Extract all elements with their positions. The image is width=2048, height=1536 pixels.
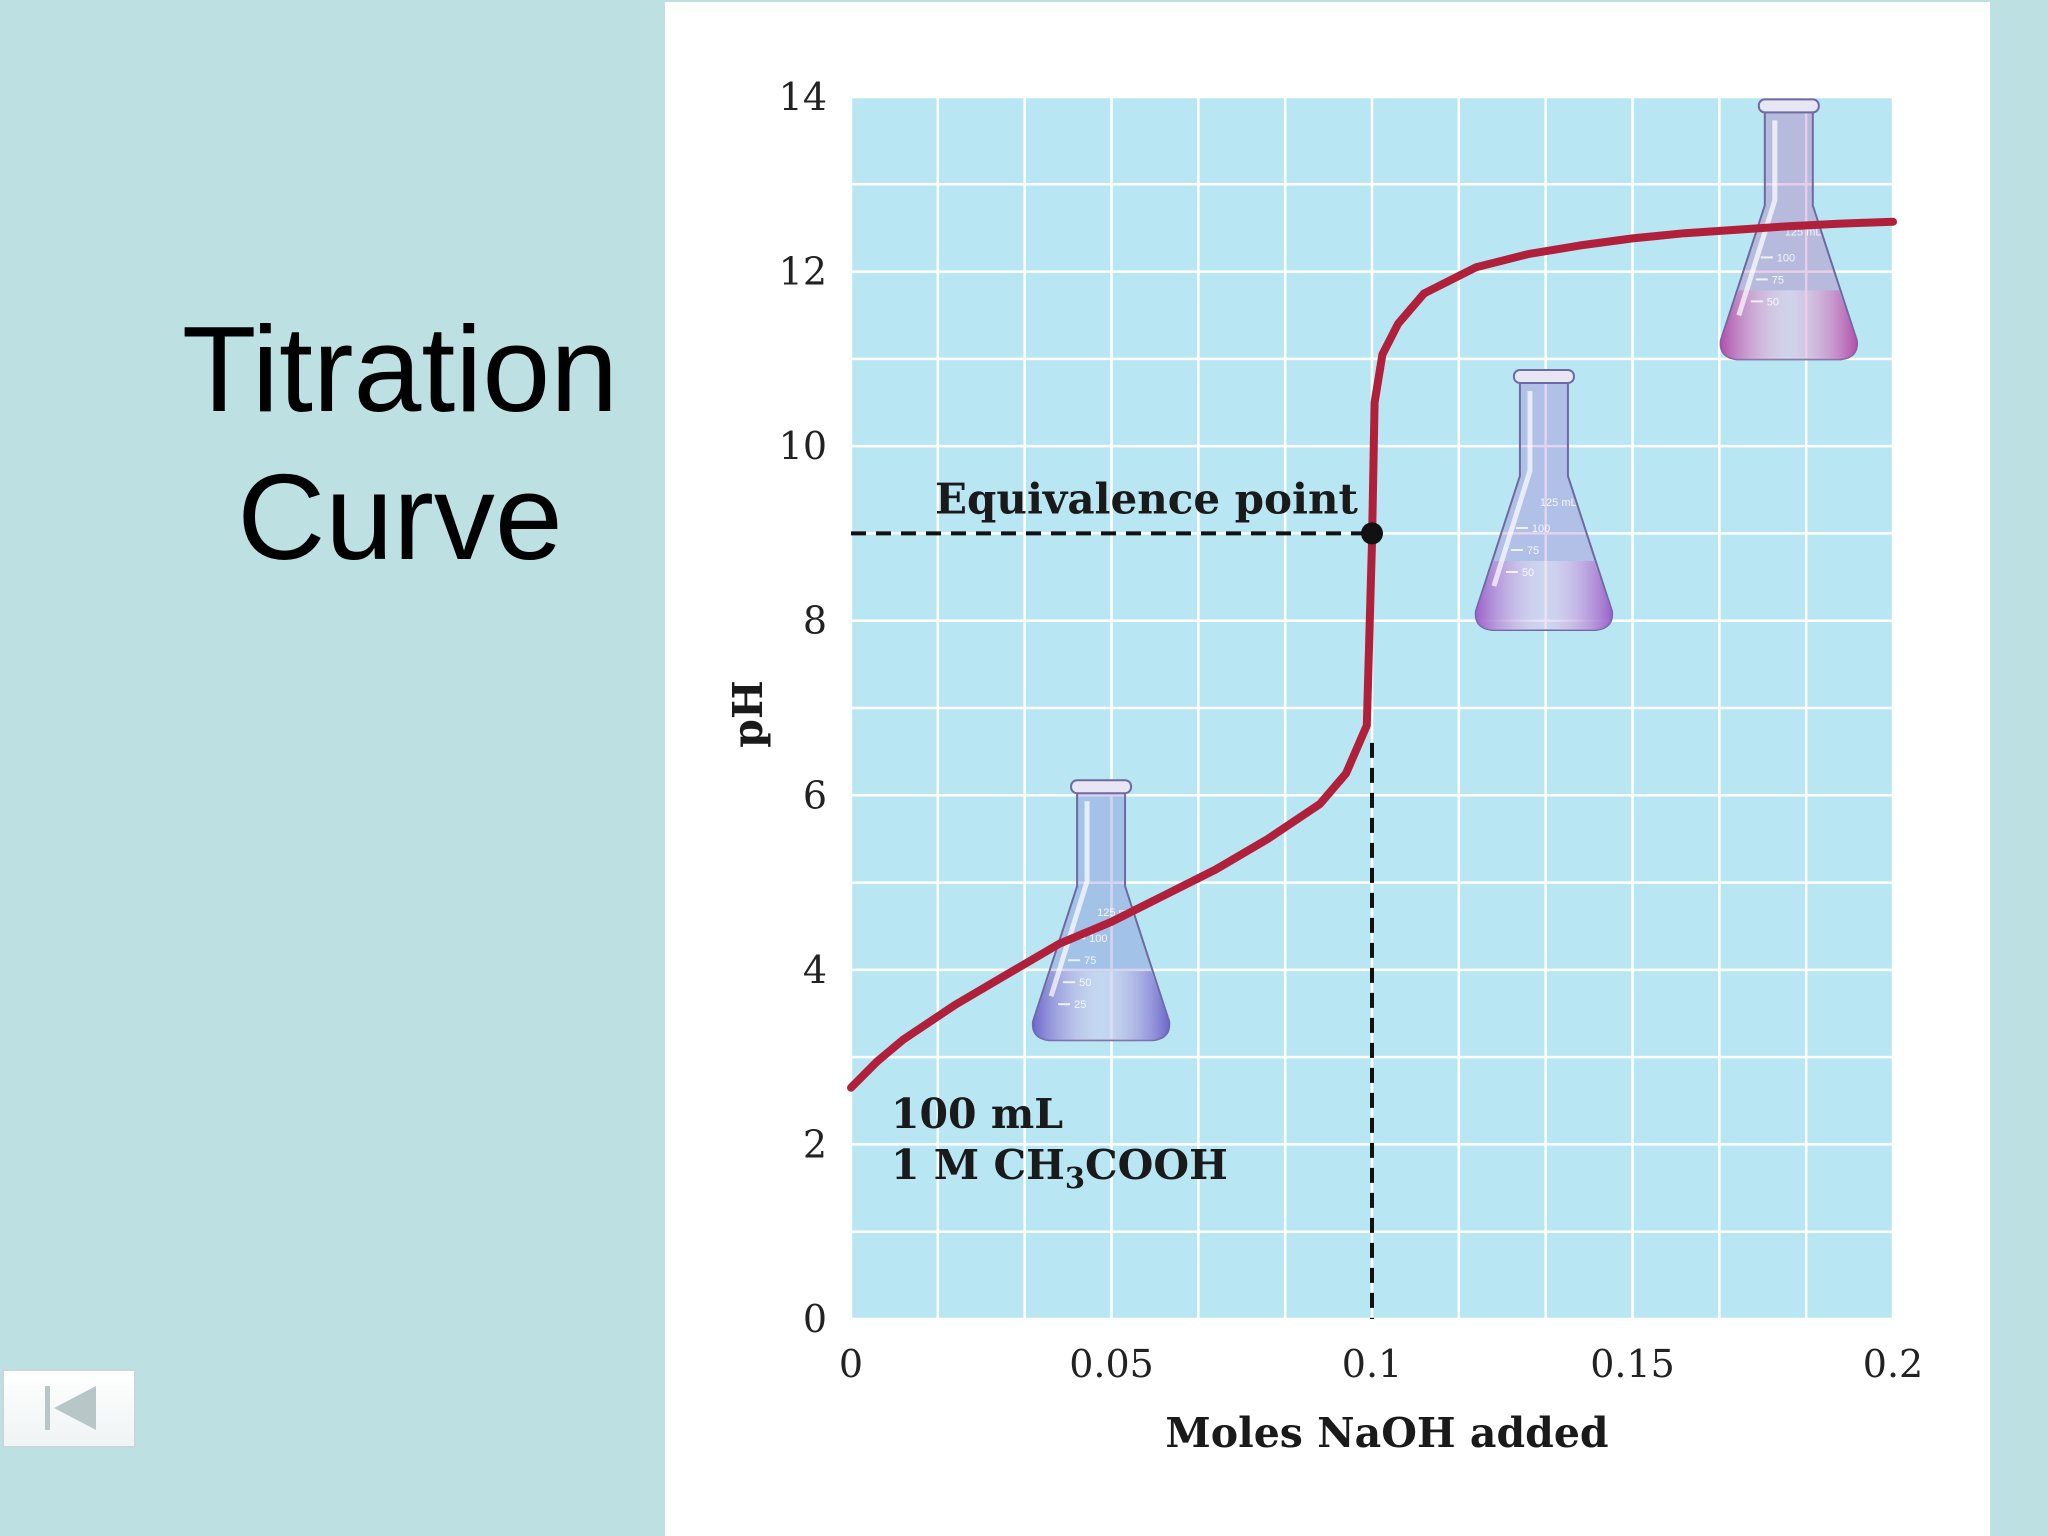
y-tick-label: 0 — [803, 1297, 827, 1341]
equivalence-point-marker — [1361, 522, 1383, 545]
flask-rim — [1070, 779, 1133, 795]
slide-title: Titration Curve — [100, 295, 700, 591]
flask-graduation-label: 75 — [1084, 955, 1096, 967]
flask-rim — [1757, 98, 1820, 114]
y-tick-label: 10 — [779, 424, 827, 468]
flask-graduation-label: 25 — [1074, 999, 1086, 1011]
x-tick-label: 0.1 — [1342, 1342, 1402, 1386]
y-tick-label: 4 — [803, 948, 827, 992]
flask-graduation-label: 50 — [1522, 567, 1534, 579]
y-axis-label: pH — [724, 680, 772, 747]
flask-graduation-label: 75 — [1772, 274, 1784, 286]
titration-chart: 0 0.05 0.1 0.15 0.2 0 2 4 6 8 10 12 14 Moles NaOH ad… — [724, 75, 1924, 1457]
flask-graduation-label: 100 — [1777, 252, 1795, 264]
flask-graduation-label: 75 — [1527, 545, 1539, 557]
back-to-first-button[interactable] — [2, 1369, 136, 1448]
x-tick-label: 0.05 — [1069, 1342, 1154, 1386]
slide-title-line-1: Titration — [181, 301, 619, 437]
equivalence-point-label: Equivalence point — [935, 474, 1358, 523]
slide-title-line-2: Curve — [237, 449, 563, 585]
y-tick-label: 6 — [803, 773, 827, 817]
chart-panel: 0 0.05 0.1 0.15 0.2 0 2 4 6 8 10 12 14 Moles NaOH ad… — [665, 2, 1990, 1536]
y-tick-label: 14 — [779, 75, 827, 119]
solution-annotation-line-2: 1 M CH3COOH — [891, 1141, 1228, 1195]
skip-to-first-icon — [45, 1386, 96, 1430]
solution-annotation-line-1: 100 mL — [891, 1090, 1063, 1138]
flask-graduation-label: 100 — [1532, 523, 1550, 535]
flask-highlight — [1736, 120, 1778, 317]
x-tick-label: 0.2 — [1863, 1342, 1923, 1386]
x-tick-label: 0 — [839, 1342, 863, 1386]
axis-ticks: 0 0.05 0.1 0.15 0.2 0 2 4 6 8 10 12 14 — [779, 75, 1924, 1386]
flask-graduation-label: 50 — [1767, 296, 1779, 308]
flask-graduation-label: 100 — [1089, 933, 1107, 945]
y-tick-label: 8 — [803, 599, 827, 643]
flask-liquid — [1475, 560, 1613, 630]
flask-volume-label: 125 mL — [1540, 497, 1577, 509]
x-tick-label: 0.15 — [1590, 1342, 1675, 1386]
y-tick-label: 2 — [803, 1122, 827, 1166]
flask-graduation-label: 50 — [1079, 977, 1091, 989]
flask-liquid — [1720, 290, 1857, 360]
flask-rim — [1512, 368, 1575, 384]
flask-liquid — [1032, 971, 1170, 1041]
flask-highlight — [1491, 390, 1533, 587]
y-tick-label: 12 — [779, 250, 827, 294]
x-axis-label: Moles NaOH added — [1165, 1409, 1608, 1457]
flask-highlight — [1048, 801, 1090, 997]
erlenmeyer-flask-icon: 125 mL 100 75 50 — [1474, 368, 1614, 631]
